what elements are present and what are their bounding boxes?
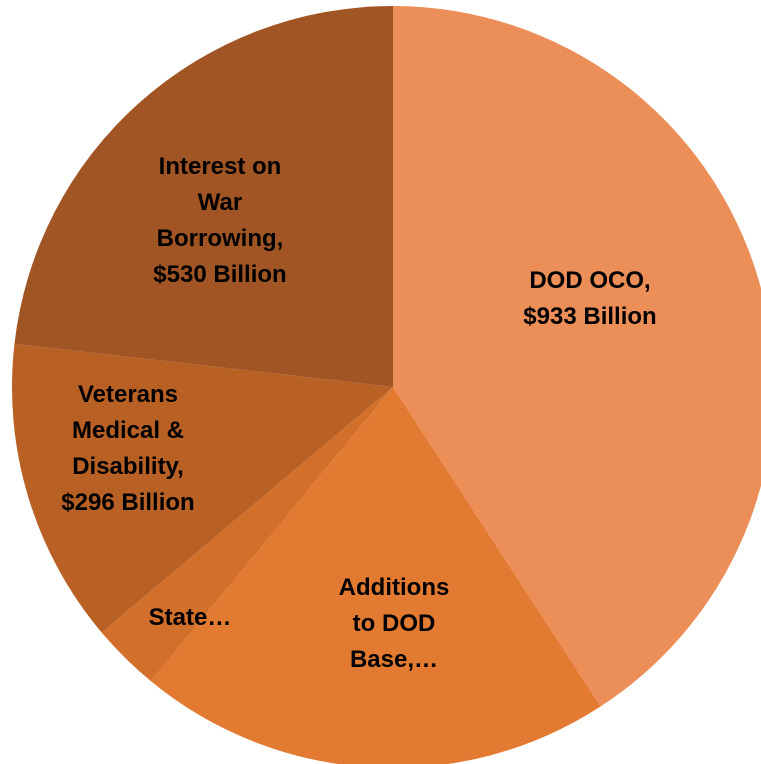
pie-slice-label-line: $933 Billion [523, 303, 656, 330]
pie-slice-label-line: Medical & [72, 417, 184, 444]
pie-slice-label-line: State… [149, 604, 232, 631]
pie-slice-label-line: Interest on [159, 153, 282, 180]
pie-slice-label-line: Veterans [78, 381, 178, 408]
pie-slice-label-line: Disability, [72, 453, 184, 480]
pie-slice-4 [12, 343, 394, 633]
pie-slice-label-line: Base,… [350, 646, 438, 673]
pie-slice-label-5: Interest on War Borrowing, $530 Billion [153, 153, 286, 288]
pie-slice-label-line: DOD OCO, [529, 267, 650, 294]
pie-slice-label-line: to DOD [353, 610, 436, 637]
pie-slices [12, 6, 761, 764]
pie-slice-5 [14, 6, 393, 387]
pie-slice-1 [393, 6, 761, 707]
pie-slice-label-line: $296 Billion [61, 489, 194, 516]
pie-slice-label-3: State… [149, 604, 232, 631]
pie-slice-label-1: DOD OCO, $933 Billion [523, 267, 656, 330]
pie-slice-label-line: Additions [339, 574, 450, 601]
pie-slice-label-line: Borrowing, [157, 225, 284, 252]
pie-slice-3 [101, 387, 393, 682]
pie-slice-label-2: Additions to DOD Base,… [339, 574, 450, 673]
pie-labels: DOD OCO, $933 Billion Additions to DOD Base,… [61, 153, 656, 673]
pie-slice-label-4: Veterans Medical & Disability, $296 Billion [61, 381, 194, 516]
pie-slice-2 [150, 387, 601, 764]
pie-slice-label-line: $530 Billion [153, 261, 286, 288]
pie-slice-label-line: War [198, 189, 242, 216]
